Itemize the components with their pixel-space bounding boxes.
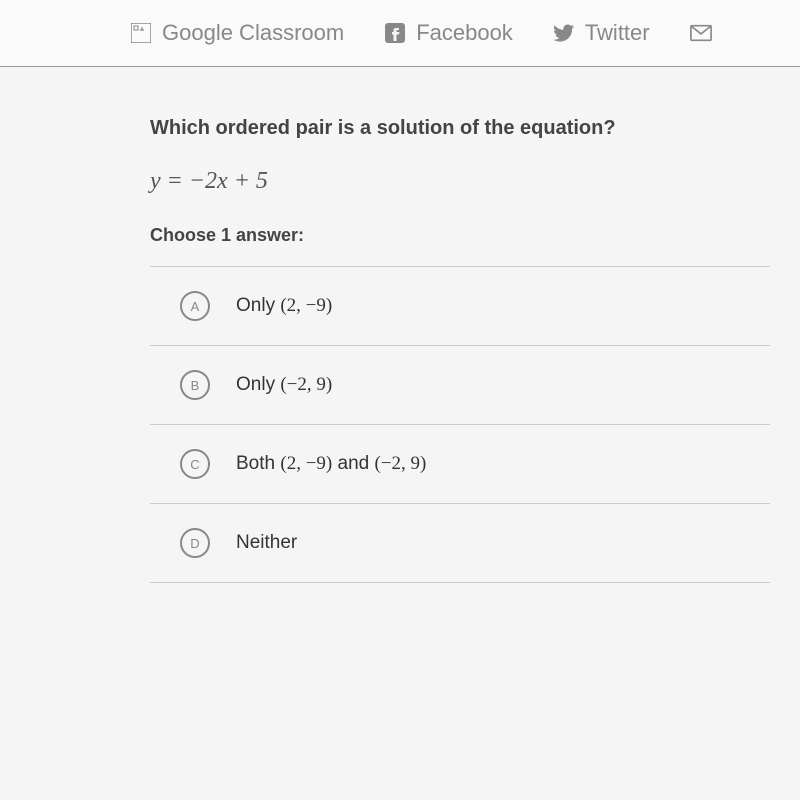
answer-text: Both (2, −9) and (−2, 9) <box>236 453 426 475</box>
share-bar: Google Classroom Facebook Twitter <box>0 0 800 67</box>
answer-text: Only (−2, 9) <box>236 374 332 396</box>
share-twitter[interactable]: Twitter <box>553 20 650 46</box>
share-facebook[interactable]: Facebook <box>384 20 513 46</box>
answer-option-d[interactable]: D Neither <box>150 503 770 583</box>
radio-letter: D <box>180 528 210 558</box>
google-classroom-icon <box>130 22 152 44</box>
answer-text: Only (2, −9) <box>236 295 332 317</box>
share-label: Twitter <box>585 20 650 46</box>
radio-letter: B <box>180 370 210 400</box>
share-label: Google Classroom <box>162 20 344 46</box>
answer-list: A Only (2, −9) B Only (−2, 9) C Both (2,… <box>150 266 770 583</box>
radio-letter: C <box>180 449 210 479</box>
share-label: Facebook <box>416 20 513 46</box>
facebook-icon <box>384 22 406 44</box>
question-prompt: Which ordered pair is a solution of the … <box>150 117 800 140</box>
radio-letter: A <box>180 291 210 321</box>
choose-label: Choose 1 answer: <box>150 225 800 246</box>
question-equation: y = −2x + 5 <box>150 168 800 195</box>
twitter-icon <box>553 22 575 44</box>
answer-option-b[interactable]: B Only (−2, 9) <box>150 345 770 424</box>
share-google-classroom[interactable]: Google Classroom <box>130 20 344 46</box>
answer-option-a[interactable]: A Only (2, −9) <box>150 266 770 345</box>
email-icon <box>690 22 712 44</box>
share-email[interactable] <box>690 22 712 44</box>
answer-text: Neither <box>236 532 297 554</box>
answer-option-c[interactable]: C Both (2, −9) and (−2, 9) <box>150 424 770 503</box>
question-content: Which ordered pair is a solution of the … <box>0 67 800 583</box>
